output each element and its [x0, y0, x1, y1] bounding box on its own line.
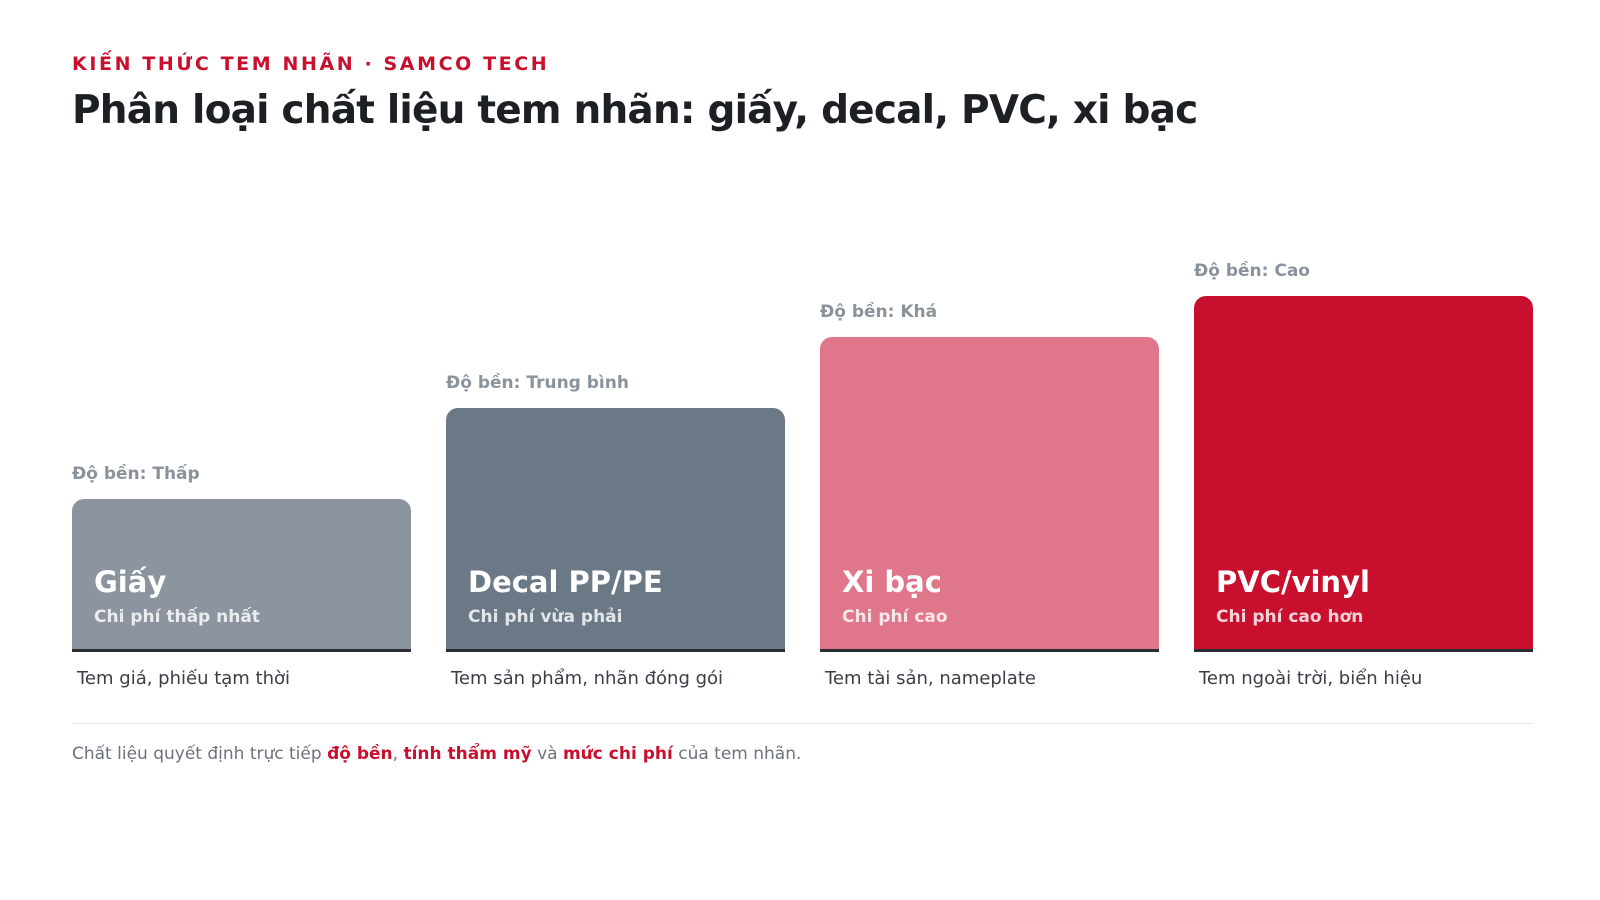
bar-category-label: Giấy [94, 565, 167, 599]
use-case-label: Tem ngoài trời, biển hiệu [1199, 668, 1423, 689]
page-title: Phân loại chất liệu tem nhãn: giấy, deca… [72, 88, 1198, 133]
durability-label: Độ bền: Cao [1194, 261, 1310, 281]
use-case-label: Tem sản phẩm, nhãn đóng gói [451, 668, 724, 689]
bar: Xi bạc Chi phí cao [820, 337, 1159, 652]
bar-column: Độ bền: Cao PVC/vinyl Chi phí cao hơn Tem n… [1194, 0, 1533, 900]
bar: Giấy Chi phí thấp nhất [72, 499, 411, 652]
use-case-label: Tem tài sản, nameplate [825, 668, 1036, 689]
durability-label: Độ bền: Thấp [72, 464, 200, 484]
bar-cost-label: Chi phí vừa phải [468, 607, 623, 627]
bar-cost-label: Chi phí cao [842, 607, 948, 627]
durability-label: Độ bền: Trung bình [446, 373, 629, 393]
divider [72, 723, 1532, 724]
footnote-highlight-durability: độ bền [327, 744, 393, 764]
durability-label: Độ bền: Khá [820, 302, 938, 322]
footnote-highlight-cost: mức chi phí [562, 744, 673, 764]
footnote-conjunction: và [531, 744, 563, 764]
footnote-highlight-aesthetics: tính thẩm mỹ [403, 744, 532, 764]
use-case-label: Tem giá, phiếu tạm thời [77, 668, 291, 689]
bar-column: Độ bền: Khá Xi bạc Chi phí cao Tem tài sản,… [820, 0, 1159, 900]
eyebrow-label: KIẾN THỨC TEM NHÃN · SAMCO TECH [72, 53, 550, 75]
bar-column: Độ bền: Thấp Giấy Chi phí thấp nhất Tem giá… [72, 0, 411, 900]
footnote-separator: , [392, 744, 404, 764]
bar-category-label: Xi bạc [842, 565, 942, 599]
bar-category-label: PVC/vinyl [1216, 565, 1370, 599]
footnote-suffix: của tem nhãn. [672, 744, 802, 764]
bar-cost-label: Chi phí thấp nhất [94, 607, 260, 627]
bar-category-label: Decal PP/PE [468, 565, 663, 599]
bar-column: Độ bền: Trung bình Decal PP/PE Chi phí vừa… [446, 0, 785, 900]
footnote-prefix: Chất liệu quyết định trực tiếp [72, 744, 328, 764]
bar: Decal PP/PE Chi phí vừa phải [446, 408, 785, 652]
bar-cost-label: Chi phí cao hơn [1216, 607, 1364, 627]
bar: PVC/vinyl Chi phí cao hơn [1194, 296, 1533, 652]
footnote: Chất liệu quyết định trực tiếp độ bền, t… [72, 744, 801, 764]
